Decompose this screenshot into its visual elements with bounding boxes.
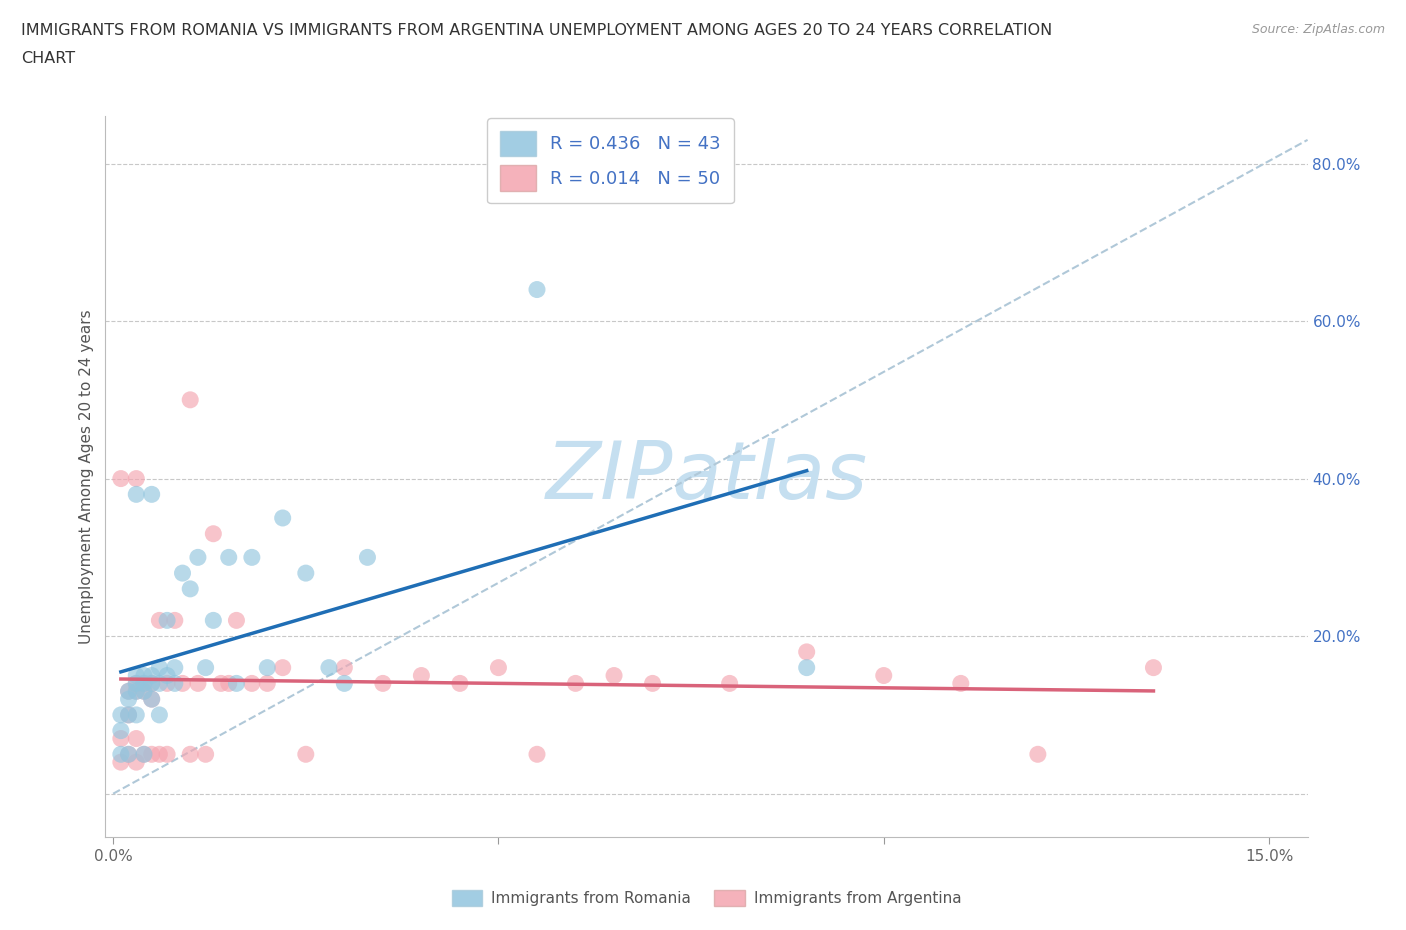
Point — [256, 676, 278, 691]
Point — [110, 731, 132, 746]
Point — [141, 676, 163, 691]
Point — [271, 660, 294, 675]
Y-axis label: Unemployment Among Ages 20 to 24 years: Unemployment Among Ages 20 to 24 years — [79, 310, 94, 644]
Point — [148, 708, 170, 723]
Point — [117, 684, 139, 698]
Point — [194, 660, 217, 675]
Point — [132, 747, 155, 762]
Point — [156, 613, 179, 628]
Point — [225, 676, 247, 691]
Point — [117, 747, 139, 762]
Point — [356, 550, 378, 565]
Point — [526, 747, 548, 762]
Point — [125, 487, 148, 502]
Point — [110, 755, 132, 770]
Point — [187, 676, 209, 691]
Point — [117, 692, 139, 707]
Point — [125, 668, 148, 683]
Point — [873, 668, 896, 683]
Point — [125, 708, 148, 723]
Point — [949, 676, 972, 691]
Point — [156, 668, 179, 683]
Point — [117, 747, 139, 762]
Point — [603, 668, 626, 683]
Point — [110, 724, 132, 738]
Point — [163, 676, 186, 691]
Point — [295, 747, 318, 762]
Point — [209, 676, 232, 691]
Point — [641, 676, 664, 691]
Point — [148, 660, 170, 675]
Point — [194, 747, 217, 762]
Point — [110, 472, 132, 486]
Point — [411, 668, 433, 683]
Point — [526, 282, 548, 297]
Point — [333, 676, 356, 691]
Point — [271, 511, 294, 525]
Point — [295, 565, 318, 580]
Point — [117, 684, 139, 698]
Point — [179, 581, 201, 596]
Point — [333, 660, 356, 675]
Point — [256, 660, 278, 675]
Point — [125, 676, 148, 691]
Point — [1026, 747, 1049, 762]
Point — [318, 660, 340, 675]
Point — [202, 613, 225, 628]
Point — [179, 747, 201, 762]
Point — [148, 676, 170, 691]
Point — [132, 676, 155, 691]
Point — [125, 731, 148, 746]
Legend: Immigrants from Romania, Immigrants from Argentina: Immigrants from Romania, Immigrants from… — [446, 884, 967, 912]
Point — [132, 747, 155, 762]
Point — [148, 747, 170, 762]
Text: CHART: CHART — [21, 51, 75, 66]
Point — [141, 692, 163, 707]
Point — [141, 692, 163, 707]
Point — [202, 526, 225, 541]
Point — [141, 676, 163, 691]
Point — [796, 644, 818, 659]
Point — [488, 660, 510, 675]
Point — [218, 676, 240, 691]
Point — [110, 708, 132, 723]
Point — [163, 660, 186, 675]
Point — [132, 684, 155, 698]
Point — [172, 676, 194, 691]
Point — [156, 747, 179, 762]
Point — [110, 747, 132, 762]
Point — [172, 565, 194, 580]
Point — [125, 472, 148, 486]
Point — [132, 676, 155, 691]
Point — [240, 676, 263, 691]
Point — [141, 747, 163, 762]
Point — [125, 676, 148, 691]
Point — [141, 668, 163, 683]
Point — [132, 668, 155, 683]
Point — [141, 487, 163, 502]
Text: IMMIGRANTS FROM ROMANIA VS IMMIGRANTS FROM ARGENTINA UNEMPLOYMENT AMONG AGES 20 : IMMIGRANTS FROM ROMANIA VS IMMIGRANTS FR… — [21, 23, 1052, 38]
Point — [163, 613, 186, 628]
Point — [225, 613, 247, 628]
Point — [371, 676, 394, 691]
Point — [132, 684, 155, 698]
Point — [187, 550, 209, 565]
Text: Source: ZipAtlas.com: Source: ZipAtlas.com — [1251, 23, 1385, 36]
Point — [156, 676, 179, 691]
Point — [125, 755, 148, 770]
Point — [117, 708, 139, 723]
Point — [449, 676, 471, 691]
Point — [125, 684, 148, 698]
Point — [1142, 660, 1164, 675]
Point — [240, 550, 263, 565]
Point — [125, 684, 148, 698]
Point — [796, 660, 818, 675]
Point — [179, 392, 201, 407]
Text: ZIPatlas: ZIPatlas — [546, 438, 868, 515]
Point — [218, 550, 240, 565]
Point — [148, 613, 170, 628]
Point — [718, 676, 741, 691]
Point — [564, 676, 586, 691]
Point — [117, 708, 139, 723]
